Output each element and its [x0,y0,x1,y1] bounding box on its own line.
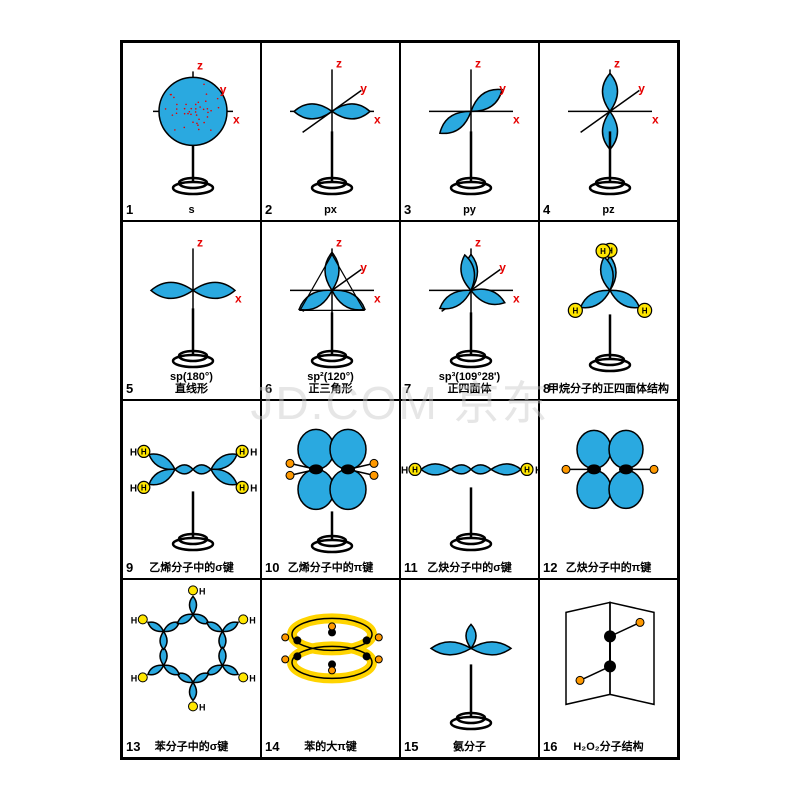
svg-text:H: H [412,465,418,474]
cell-label: 氨分子 [401,741,538,754]
cell-label: sp(180°)直线形 [123,371,260,396]
cell-label: py [401,204,538,217]
svg-text:y: y [220,82,227,96]
cell-label: 苯分子中的σ键 [123,741,260,754]
orbital-cell-16: 16H₂O₂分子结构 [540,580,677,757]
orbital-cell-9: HH HH HH HH 9乙烯分子中的σ键 [123,401,262,578]
svg-text:x: x [513,291,520,305]
cell-label: 乙烯分子中的σ键 [123,562,260,575]
grid-row: zxy 1szxy 2pxzxy 3pyzxy 4pz [123,43,677,222]
svg-text:z: z [197,235,203,249]
svg-text:x: x [513,112,520,126]
svg-text:H: H [249,673,256,683]
orbital-grid: zxy 1szxy 2pxzxy 3pyzxy 4pzzx 5sp(180°)直… [120,40,680,760]
orbital-cell-5: zx 5sp(180°)直线形 [123,222,262,399]
svg-text:H: H [401,465,408,476]
grid-row: zx 5sp(180°)直线形zxy 6sp²(120°)正三角形zxy 7sp… [123,222,677,401]
orbital-cell-1: zxy 1s [123,43,262,220]
svg-text:H: H [250,483,257,494]
svg-text:y: y [360,81,367,95]
orbital-cell-15: 15氨分子 [401,580,540,757]
cell-label: 乙炔分子中的σ键 [401,562,538,575]
grid-row: HH HH HH HH 9乙烯分子中的σ键 10乙烯分子中的π键 H HH H … [123,401,677,580]
cell-label: 乙炔分子中的π键 [540,562,677,575]
svg-text:H: H [642,306,648,315]
grid-row: HHHHHH13苯分子中的σ键 14苯的大π键 15氨分子 16H₂O₂分子结构 [123,580,677,757]
orbital-cell-3: zxy 3py [401,43,540,220]
svg-text:H: H [141,447,147,456]
svg-text:x: x [374,291,381,305]
svg-text:z: z [475,56,481,70]
cell-label: pz [540,204,677,217]
cell-label: px [262,204,399,217]
svg-text:H: H [249,615,256,625]
svg-text:z: z [614,56,620,70]
svg-text:H: H [524,465,530,474]
svg-text:x: x [233,112,240,126]
svg-text:y: y [499,81,506,95]
cell-label: 苯的大π键 [262,741,399,754]
svg-text:H: H [130,483,137,494]
svg-text:H: H [131,673,138,683]
orbital-cell-13: HHHHHH13苯分子中的σ键 [123,580,262,757]
svg-text:x: x [235,291,242,305]
orbital-cell-12: 12乙炔分子中的π键 [540,401,677,578]
svg-text:y: y [360,260,367,274]
orbital-cell-7: zxy 7sp³(109°28')正四面体 [401,222,540,399]
cell-label: sp³(109°28')正四面体 [401,371,538,396]
cell-label: sp²(120°)正三角形 [262,371,399,396]
svg-text:H: H [131,615,138,625]
orbital-cell-10: 10乙烯分子中的π键 [262,401,401,578]
svg-text:z: z [475,235,481,249]
cell-label: s [123,204,260,217]
orbital-cell-14: 14苯的大π键 [262,580,401,757]
svg-text:H: H [600,247,606,256]
svg-text:y: y [499,260,506,274]
svg-text:H: H [130,447,137,458]
orbital-cell-6: zxy 6sp²(120°)正三角形 [262,222,401,399]
svg-text:H: H [239,447,245,456]
svg-text:H: H [199,586,206,596]
svg-text:H: H [199,702,206,712]
orbital-cell-2: zxy 2px [262,43,401,220]
svg-text:H: H [239,483,245,492]
svg-text:H: H [250,447,257,458]
svg-text:H: H [572,306,578,315]
svg-text:z: z [336,56,342,70]
orbital-cell-8: H H H H 8甲烷分子的正四面体结构 [540,222,677,399]
cell-label: 乙烯分子中的π键 [262,562,399,575]
svg-text:y: y [638,81,645,95]
cell-label: H₂O₂分子结构 [540,741,677,754]
svg-text:z: z [197,58,203,72]
svg-text:x: x [652,112,659,126]
svg-text:z: z [336,235,342,249]
svg-text:H: H [141,483,147,492]
orbital-cell-11: H HH H 11乙炔分子中的σ键 [401,401,540,578]
cell-label: 甲烷分子的正四面体结构 [540,383,677,396]
orbital-cell-4: zxy 4pz [540,43,677,220]
svg-text:x: x [374,112,381,126]
